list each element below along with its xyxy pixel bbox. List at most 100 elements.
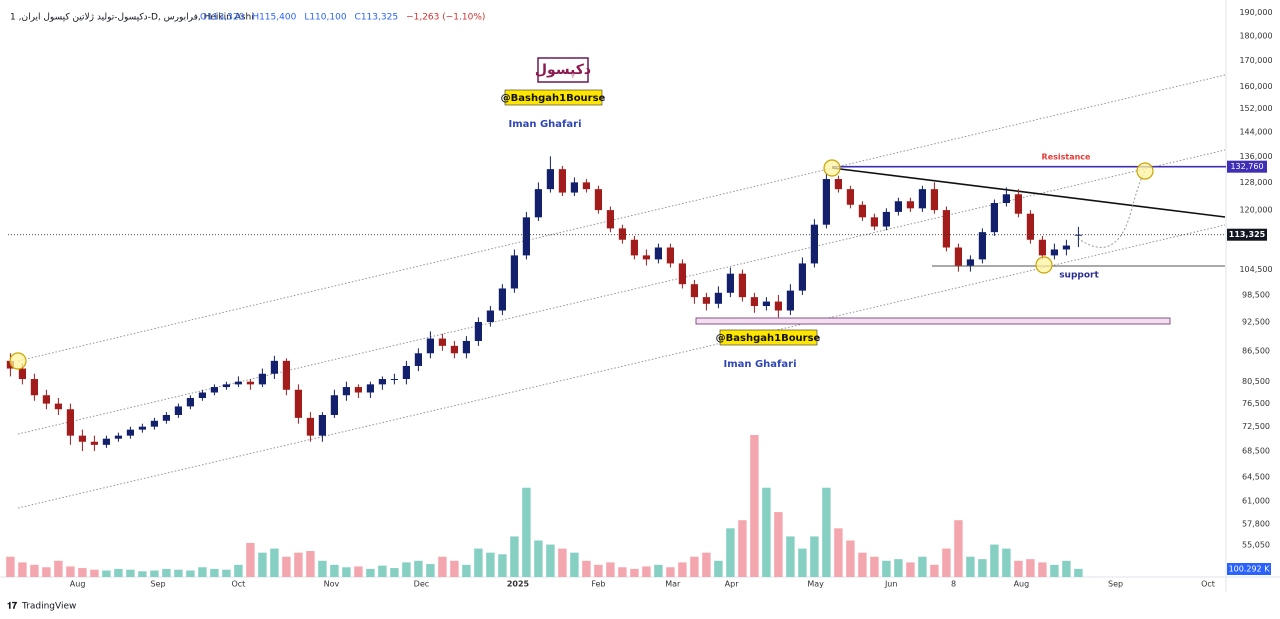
volume-bar [1002,548,1011,577]
x-tick-label: Mar [665,580,681,589]
x-tick-label: Apr [725,580,740,589]
y-tick-label: 104,500 [1239,265,1272,274]
x-tick-label: Aug [70,580,86,589]
candle-body [930,189,938,211]
volume-bar [390,568,399,577]
volume-bar [978,559,987,577]
candle-body [342,387,350,396]
channel-box [719,329,818,346]
candle-body [1074,234,1082,236]
volume-bar [618,567,627,577]
y-tick-label: 76,500 [1242,399,1270,408]
volume-bar [990,544,999,577]
candle-body [174,406,182,415]
channel-line [17,149,1226,435]
volume-bar [438,556,447,577]
ohlc-value: −1,263 (−1.10%) [406,13,485,23]
candle-body [486,310,494,322]
candle-body [858,204,866,218]
author-label: Iman Ghafari [508,119,581,130]
candle-body [810,224,818,264]
candle-body [1062,245,1070,250]
candle-body [954,247,962,266]
volume-bar [558,548,567,577]
volume-bar [282,556,291,577]
support-label: support [1059,271,1099,281]
y-tick-label: 170,000 [1239,56,1272,65]
volume-bar [894,559,903,577]
volume-bar [258,552,267,577]
volume-bar [630,568,639,577]
volume-bar [786,536,795,577]
volume-bar [642,566,651,577]
candle-body [942,210,950,248]
volume-bar [18,562,27,577]
x-tick-label: Jun [884,580,898,589]
volume-bar [246,542,255,577]
y-tick-label: 61,000 [1242,496,1270,505]
candle-body [702,297,710,304]
candle-body [54,403,62,410]
volume-label: 100.292 K [1229,565,1271,574]
candle-body [822,179,830,225]
volume-bar [426,564,435,577]
volume-bar [882,560,891,577]
author-label: Iman Ghafari [723,359,796,370]
volume-bar [474,548,483,577]
resistance-value: 132,760 [1230,162,1263,171]
candle-body [246,381,254,385]
volume-box [1227,563,1271,575]
candle-body [450,345,458,354]
candle-body [18,368,26,380]
candle-body [978,232,986,260]
channel-line [17,74,1226,362]
y-tick-label: 136,000 [1239,152,1272,161]
candle-body [678,263,686,285]
x-tick-label: Aug [1014,580,1030,589]
volume-bar [210,568,219,577]
candle-body [666,247,674,264]
candle-body [1026,213,1034,240]
candle-body [894,201,902,212]
y-tick-label: 68,500 [1242,447,1270,456]
candle-body [498,288,506,311]
volume-bar [762,487,771,577]
candle-body [378,379,386,385]
volume-bar [198,567,207,577]
volume-bar [126,569,135,577]
volume-bar [138,571,147,577]
candle-body [762,301,770,307]
candle-body [594,189,602,211]
volume-bar [606,562,615,577]
candle-body [462,340,470,354]
volume-bar [102,570,111,577]
candle-body [618,228,626,240]
ohlc-value: L110,100 [304,13,347,23]
candle-body [786,290,794,311]
volume-bar [486,552,495,577]
candle-body [390,379,398,381]
candle-body [966,259,974,266]
y-tick-label: 180,000 [1239,31,1272,40]
candle-body [510,255,518,289]
candle-body [630,239,638,256]
candle-body [714,292,722,304]
volume-bar [534,540,543,577]
volume-bar [594,564,603,577]
y-tick-label: 152,000 [1239,104,1272,113]
volume-bar [174,569,183,577]
volume-bar [822,487,831,577]
resistance-label: Resistance [1042,153,1092,162]
ohlc-value: C113,325 [355,13,399,23]
candle-body [42,395,50,404]
marker [9,352,27,370]
x-tick-label: Sep [150,580,165,589]
volume-bar [858,552,867,577]
ticker-box [537,57,589,83]
volume-bar [234,564,243,577]
volume-bar [354,566,363,577]
volume-bar [654,564,663,577]
volume-bar [906,562,915,577]
channel-line [17,224,1226,509]
